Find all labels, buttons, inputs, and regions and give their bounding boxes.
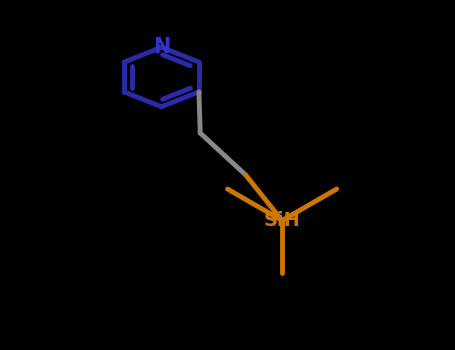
Text: SiH: SiH [263,211,301,230]
Text: N: N [153,37,170,57]
